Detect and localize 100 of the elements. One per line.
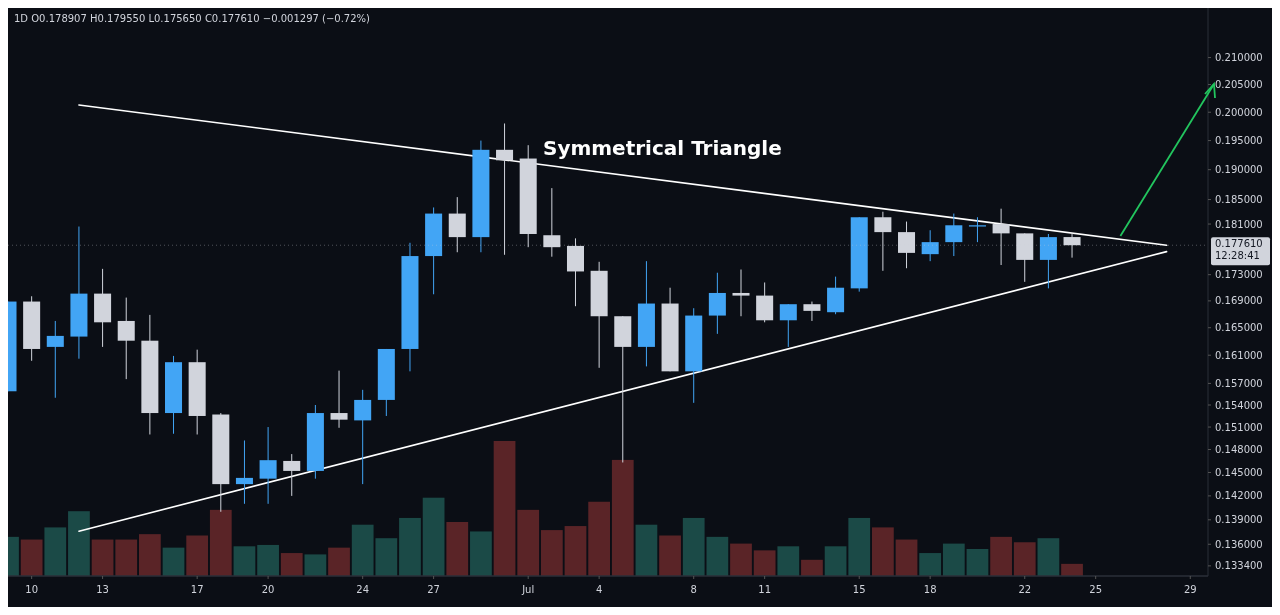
bar: [895, 539, 918, 576]
bar: [328, 547, 350, 576]
ref-line-label: 0.177610 12:28:41: [1215, 238, 1263, 262]
bar: [659, 535, 681, 576]
bar: [730, 543, 752, 576]
candlestick: [968, 216, 986, 243]
bar: [1013, 542, 1036, 576]
bar: [446, 522, 469, 576]
bar: [399, 517, 421, 576]
bar: [257, 544, 279, 576]
bar: [209, 509, 232, 576]
bar: [824, 546, 847, 576]
bar: [517, 509, 540, 576]
y-tick-label: 0.195000: [1215, 135, 1263, 147]
candlestick: [992, 208, 1010, 266]
bar: [801, 559, 823, 576]
x-tick-label: 8: [690, 584, 697, 595]
y-tick-label: 0.142000: [1215, 490, 1263, 502]
bar: [872, 527, 894, 576]
candlestick: [543, 187, 561, 258]
candlestick: [921, 229, 939, 262]
y-tick-label: 0.169000: [1215, 295, 1263, 307]
x-tick-label: 13: [96, 584, 109, 595]
candlestick: [1063, 232, 1081, 259]
bar: [588, 501, 611, 576]
candlestick: [235, 439, 253, 505]
bar: [91, 539, 114, 576]
bar: [115, 539, 138, 576]
y-tick-label: 0.139000: [1215, 514, 1263, 526]
bar: [635, 524, 658, 576]
y-tick-label: 0.154000: [1215, 399, 1263, 411]
bar: [233, 546, 256, 576]
x-tick-label: 24: [356, 584, 370, 595]
bar: [848, 517, 871, 576]
candlestick: [448, 196, 466, 253]
y-tick-label: 0.190000: [1215, 164, 1263, 176]
y-tick-label: 0.136000: [1215, 538, 1263, 550]
x-tick-label: 4: [595, 584, 603, 595]
bar: [470, 531, 492, 576]
bar: [753, 550, 776, 576]
annotation: Symmetrical Triangle: [543, 136, 782, 160]
bar: [966, 549, 989, 576]
y-tick-label: 0.181000: [1215, 218, 1263, 230]
y-tick-label: 0.173000: [1215, 269, 1263, 281]
text: 1D O0.178907 H0.179550 L0.175650 C0.177610 −0.001297 (−0.72%): [14, 13, 371, 24]
bar: [304, 554, 327, 576]
candlestick: [874, 211, 892, 272]
y-tick-label: 0.210000: [1215, 52, 1263, 64]
x-tick-label: 17: [190, 584, 204, 595]
bar: [1037, 538, 1060, 576]
candlestick: [732, 269, 750, 317]
candlestick: [117, 297, 135, 380]
x-tick-label: 11: [758, 584, 772, 595]
y-tick-label: 0.161000: [1215, 349, 1263, 361]
x-tick-label: 15: [852, 584, 866, 595]
bar: [942, 543, 965, 576]
x-tick-label: 10: [25, 584, 39, 595]
x-tick-label: 22: [1018, 584, 1032, 595]
y-tick-label: 0.145000: [1215, 466, 1263, 478]
y-tick-label: 0.185000: [1215, 194, 1263, 206]
x-tick-label: 25: [1089, 584, 1103, 595]
candlestick: [898, 221, 916, 269]
y-tick-label: 0.133400: [1215, 560, 1263, 572]
bar: [1061, 563, 1083, 576]
y-tick-label: 0.165000: [1215, 322, 1263, 334]
y-tick-label: 0.151000: [1215, 421, 1263, 433]
bar: [919, 553, 942, 576]
bar: [186, 535, 209, 576]
y-tick-label: 0.205000: [1215, 79, 1263, 91]
y-tick-label: 0.157000: [1215, 377, 1263, 389]
bar: [44, 527, 67, 576]
bar: [422, 497, 445, 576]
bar: [280, 553, 303, 576]
bar: [564, 526, 587, 576]
candlestick: [354, 389, 372, 485]
x-tick-label: Jul: [521, 584, 535, 595]
candlestick: [496, 122, 514, 256]
candlestick: [330, 370, 348, 429]
bar: [162, 547, 185, 576]
bar: [68, 511, 90, 576]
y-tick-label: 0.200000: [1215, 106, 1263, 118]
x-tick-label: 27: [427, 584, 440, 595]
candlestick: [283, 453, 301, 497]
bar: [777, 546, 800, 576]
candlestick: [779, 303, 797, 348]
candlestick: [803, 301, 821, 322]
candlestick: [945, 213, 963, 257]
bar: [611, 459, 634, 576]
y-tick-label: 0.148000: [1215, 444, 1263, 456]
candlestick: [1039, 233, 1057, 289]
bar: [990, 536, 1012, 576]
x-tick-label: 29: [1183, 584, 1197, 595]
x-tick-label: 18: [923, 584, 937, 595]
bar: [493, 441, 516, 576]
bar: [540, 530, 563, 576]
candlestick: [46, 320, 64, 399]
x-tick-label: 20: [261, 584, 275, 595]
bar: [139, 534, 161, 576]
candlestick: [708, 272, 726, 335]
candlestick: [259, 426, 277, 505]
